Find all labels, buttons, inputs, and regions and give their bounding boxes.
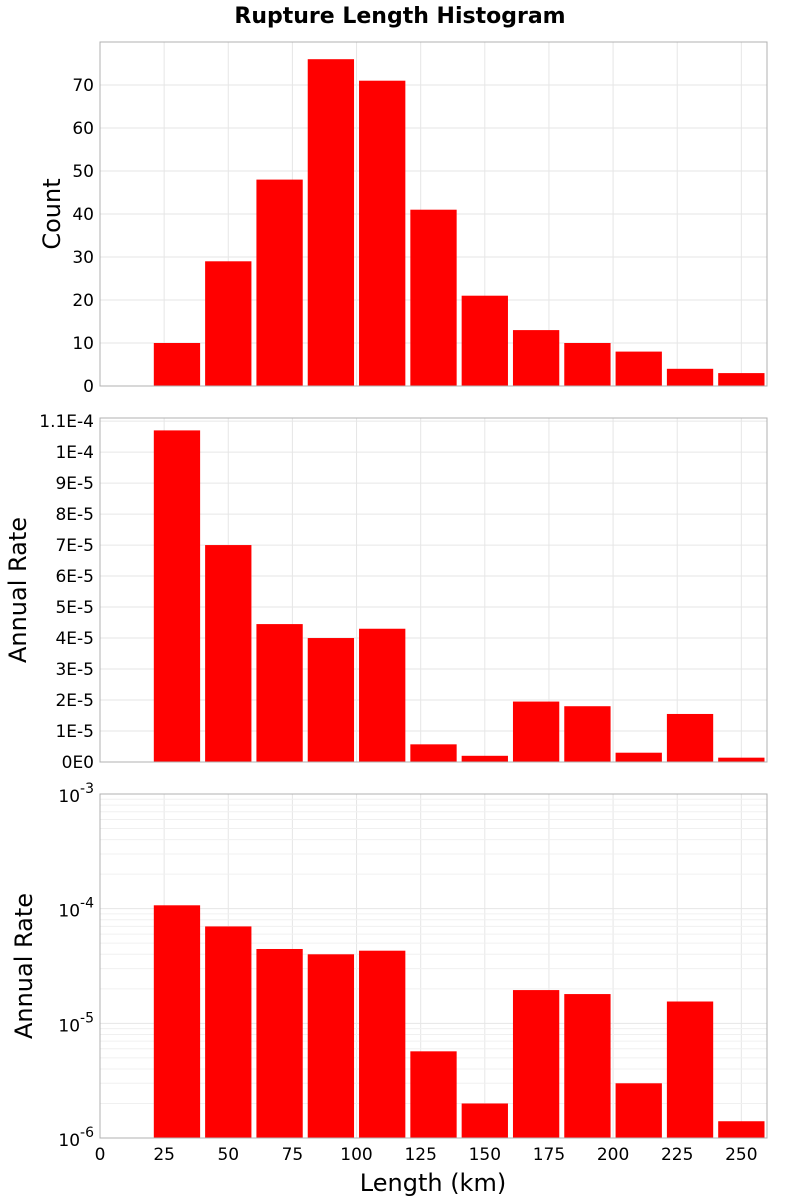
bar: [205, 545, 252, 762]
bar: [512, 330, 560, 386]
y-tick-label: 4E-5: [55, 629, 94, 649]
plot-frame: [99, 417, 768, 763]
y-tick-label: 1.1E-4: [39, 412, 94, 432]
bar: [718, 757, 765, 762]
bar: [512, 701, 560, 762]
x-tick-label: 50: [217, 1145, 239, 1165]
bar: [256, 624, 303, 762]
y-tick-label: 1E-5: [55, 722, 94, 742]
bar: [153, 905, 201, 1138]
bar: [666, 1001, 714, 1138]
x-tick-label: 75: [282, 1145, 304, 1165]
bar: [666, 368, 714, 386]
y-tick-label: 3E-5: [55, 660, 94, 680]
y-tick-label: 0E0: [62, 753, 94, 773]
bar: [359, 950, 406, 1138]
x-tick-label: 25: [153, 1145, 175, 1165]
y-axis-label: Annual Rate: [4, 517, 32, 663]
bar: [256, 948, 303, 1138]
bar: [410, 1051, 457, 1138]
x-tick-label: 125: [404, 1145, 436, 1165]
y-tick-label: 10-3: [58, 781, 94, 807]
bar: [307, 59, 355, 386]
bar: [615, 351, 662, 386]
bar: [205, 261, 252, 386]
x-tick-label: 250: [725, 1145, 757, 1165]
bar: [512, 990, 560, 1138]
y-tick-label: 10: [72, 334, 94, 354]
bar: [718, 1121, 765, 1138]
x-tick-label: 100: [340, 1145, 372, 1165]
bar: [359, 80, 406, 386]
y-tick-label: 60: [72, 119, 94, 139]
bar: [718, 373, 765, 386]
y-tick-label: 2E-5: [55, 691, 94, 711]
x-tick-label: 175: [533, 1145, 565, 1165]
bar: [564, 343, 611, 386]
y-tick-label: 50: [72, 162, 94, 182]
y-tick-label: 5E-5: [55, 598, 94, 618]
bar: [410, 744, 457, 762]
panel-1: 0 10 20 30 40 50 60 70 Count: [38, 41, 768, 397]
y-tick-label: 10-5: [58, 1010, 94, 1036]
bar: [153, 430, 201, 762]
bar: [153, 343, 201, 386]
bar: [307, 638, 355, 762]
x-tick-label: 150: [469, 1145, 501, 1165]
y-tick-label: 70: [72, 76, 94, 96]
x-axis-label: Length (km): [360, 1169, 506, 1197]
y-tick-label: 10-4: [58, 896, 94, 922]
y-tick-label: 9E-5: [55, 474, 94, 494]
bar: [615, 1083, 662, 1138]
bar: [461, 295, 508, 386]
bar: [461, 755, 508, 762]
chart-panels: 0 10 20 30 40 50 60 70 Count 0E0 1E-5 2E-5 3E-5 4E-5 5…: [4, 41, 768, 1165]
panel-3: 10-6 10-5 10-4 10-3 Annual Rate 0 25 50 75 100 125…: [10, 781, 768, 1165]
bar: [307, 954, 355, 1138]
y-tick-label: 30: [72, 248, 94, 268]
chart-title: Rupture Length Histogram: [234, 4, 565, 29]
y-axis-label: Annual Rate: [10, 893, 38, 1039]
x-tick-label: 0: [95, 1145, 106, 1165]
y-tick-label: 20: [72, 291, 94, 311]
y-tick-label: 7E-5: [55, 536, 94, 556]
bar: [615, 752, 662, 762]
plot-frame: [99, 41, 768, 387]
bar: [564, 994, 611, 1138]
bar: [564, 706, 611, 762]
bar: [461, 1103, 508, 1138]
bar: [410, 209, 457, 386]
y-tick-label: 8E-5: [55, 505, 94, 525]
x-tick-label: 200: [597, 1145, 629, 1165]
y-tick-label: 0: [83, 377, 94, 397]
x-tick-label: 225: [661, 1145, 693, 1165]
bar: [256, 179, 303, 386]
panel-2: 0E0 1E-5 2E-5 3E-5 4E-5 5E-5 6E-5 7E-5 8E-5 9E-5 1…: [4, 412, 768, 773]
bar: [205, 926, 252, 1138]
y-tick-label: 40: [72, 205, 94, 225]
y-tick-label: 1E-4: [55, 443, 94, 463]
bar: [359, 628, 406, 762]
plot-frame: [99, 793, 768, 1139]
y-tick-label: 6E-5: [55, 567, 94, 587]
y-axis-label: Count: [38, 178, 66, 249]
bar: [666, 713, 714, 762]
y-tick-label: 10-6: [58, 1125, 94, 1151]
